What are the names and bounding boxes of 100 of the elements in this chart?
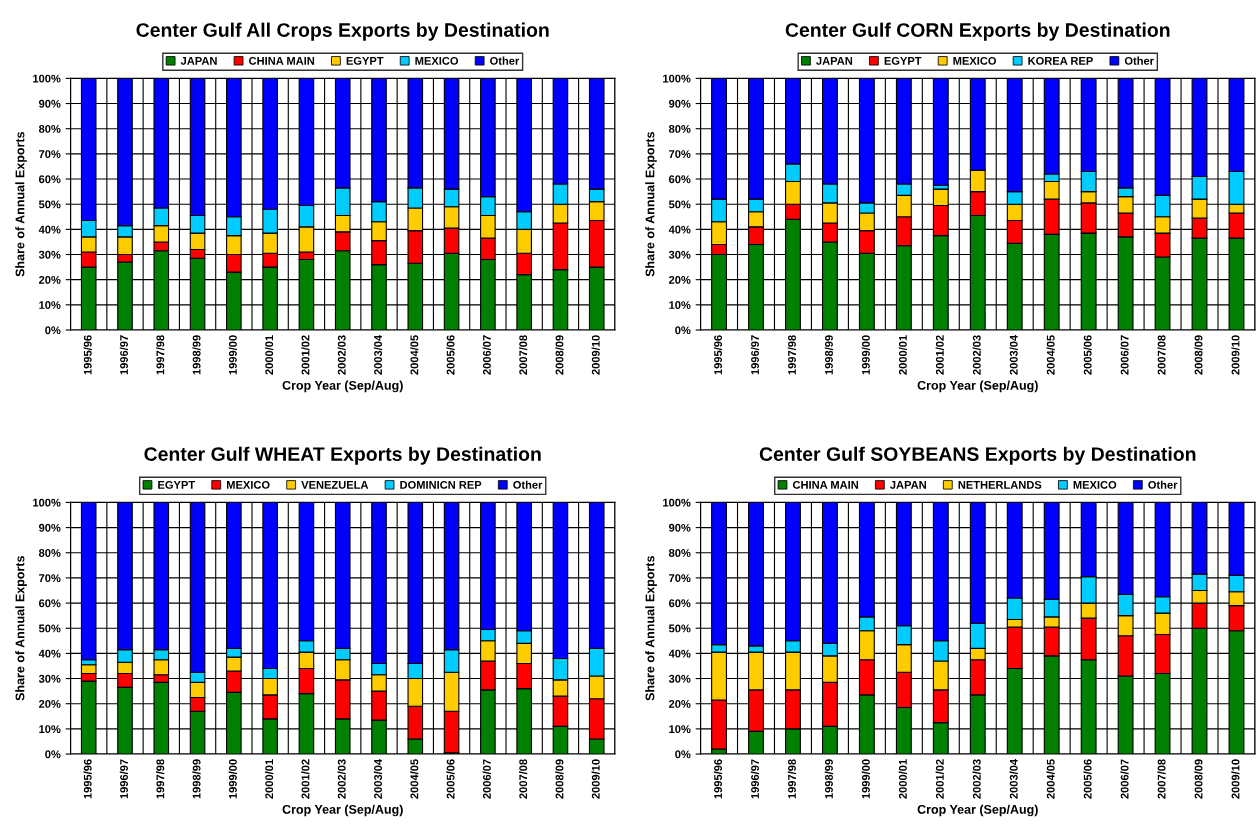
x-tick-label: 2002/03	[972, 335, 981, 375]
y-tick-label: 30%	[38, 674, 61, 683]
x-axis-title: Crop Year (Sep/Aug)	[917, 804, 1038, 817]
x-tick-label: 2005/06	[1083, 335, 1092, 375]
y-tick-label: 90%	[38, 99, 61, 108]
x-tick-label: 2008/09	[555, 759, 564, 799]
y-tick-label: 70%	[669, 574, 691, 583]
x-tick-label: 1996/97	[750, 759, 760, 799]
x-tick-label: 2003/04	[373, 334, 383, 375]
y-tick-label: 100%	[663, 74, 691, 83]
y-tick-label: 100%	[33, 74, 61, 83]
chart-title: Center Gulf CORN Exports by Destination	[785, 22, 1170, 41]
x-tick-label: 2000/01	[898, 335, 907, 375]
x-tick-label: 1996/97	[119, 759, 129, 799]
y-tick-label: 70%	[39, 574, 61, 583]
x-tick-label: 2003/04	[1009, 334, 1018, 375]
x-tick-label: 2008/09	[555, 335, 564, 375]
legend-label: DOMINICN REP	[400, 480, 482, 489]
y-tick-label: 30%	[668, 674, 691, 683]
y-tick-label: 20%	[668, 275, 691, 284]
y-tick-label: 70%	[669, 150, 691, 158]
y-axis-title: Share of Annual Exports	[645, 556, 657, 701]
x-tick-label: 2006/07	[1120, 759, 1129, 799]
legend-label: MEXICO	[953, 56, 997, 65]
y-tick-label: 60%	[669, 599, 691, 608]
y-tick-label: 40%	[38, 225, 61, 234]
legend-label: JAPAN	[180, 57, 217, 65]
legend-label: MEXICO	[415, 56, 459, 65]
x-tick-label: 2006/07	[482, 759, 491, 799]
x-tick-label: 2006/07	[482, 335, 491, 375]
x-tick-label: 2004/05	[410, 759, 419, 799]
y-tick-label: 20%	[38, 275, 61, 284]
chart-title: Center Gulf WHEAT Exports by Destination	[144, 446, 541, 465]
y-tick-label: 60%	[669, 175, 691, 184]
legend-label: EGYPT	[346, 56, 384, 65]
x-tick-label: 2001/02	[301, 759, 310, 799]
legend-label: Other	[490, 56, 520, 65]
y-axis-title: Share of Annual Exports	[15, 556, 27, 701]
y-tick-label: 10%	[669, 301, 691, 309]
y-tick-label: 100%	[33, 498, 61, 507]
x-tick-label: 2000/01	[898, 759, 907, 799]
x-tick-label: 1995/96	[713, 335, 723, 375]
x-tick-label: 2002/03	[337, 759, 346, 799]
y-tick-label: 90%	[668, 523, 691, 532]
x-tick-label: 1997/98	[787, 759, 797, 799]
x-axis-title: Crop Year (Sep/Aug)	[282, 804, 403, 817]
y-tick-label: 40%	[668, 225, 691, 234]
x-tick-label: 1996/97	[750, 335, 760, 375]
x-axis-title: Crop Year (Sep/Aug)	[282, 380, 403, 393]
y-axis-title: Share of Annual Exports	[645, 132, 657, 277]
legend-label: NETHERLANDS	[958, 480, 1042, 489]
x-tick-label: 1995/96	[83, 759, 92, 799]
y-tick-label: 40%	[38, 649, 61, 658]
x-tick-label: 2007/08	[518, 759, 528, 799]
legend-label: Other	[1124, 56, 1154, 65]
y-tick-label: 0%	[675, 326, 691, 335]
x-tick-label: 2005/06	[1083, 759, 1092, 799]
y-tick-label: 50%	[38, 200, 61, 209]
y-tick-label: 10%	[39, 725, 61, 734]
y-tick-label: 30%	[38, 250, 61, 259]
x-tick-label: 1998/99	[824, 335, 834, 375]
x-tick-label: 2004/05	[1046, 335, 1055, 375]
x-tick-label: 2005/06	[446, 759, 455, 799]
y-tick-label: 50%	[38, 624, 61, 633]
y-tick-label: 50%	[668, 200, 691, 209]
x-axis-title: Crop Year (Sep/Aug)	[917, 380, 1038, 393]
x-tick-label: 1995/96	[83, 335, 92, 375]
x-tick-label: 2009/10	[591, 335, 600, 375]
chart-title: Center Gulf SOYBEANS Exports by Destination	[759, 446, 1196, 465]
x-tick-label: 1998/99	[192, 759, 201, 799]
x-tick-label: 2000/01	[264, 335, 274, 375]
y-tick-label: 80%	[668, 549, 691, 557]
legend-label: CHINA MAIN	[792, 480, 858, 489]
x-tick-label: 2004/05	[410, 335, 419, 375]
x-tick-label: 1997/98	[156, 335, 165, 375]
legend-label: MEXICO	[1073, 480, 1117, 489]
x-tick-label: 2000/01	[264, 759, 274, 799]
x-tick-label: 1999/00	[861, 335, 870, 375]
y-tick-label: 60%	[39, 175, 61, 184]
x-tick-label: 2007/08	[1157, 335, 1166, 375]
x-tick-label: 2007/08	[518, 335, 528, 375]
x-tick-label: 2002/03	[337, 335, 346, 375]
x-tick-label: 2008/09	[1194, 759, 1203, 799]
x-tick-label: 1999/00	[228, 335, 237, 375]
y-tick-label: 70%	[39, 150, 61, 158]
y-tick-label: 10%	[669, 725, 691, 734]
y-tick-label: 90%	[668, 99, 691, 108]
y-tick-label: 30%	[668, 250, 691, 259]
x-tick-label: 2001/02	[301, 335, 310, 375]
x-tick-label: 2003/04	[1009, 758, 1018, 799]
y-tick-label: 20%	[668, 699, 691, 708]
x-tick-label: 2008/09	[1194, 335, 1203, 375]
x-tick-label: 1997/98	[787, 335, 797, 375]
x-tick-label: 2009/10	[1231, 759, 1240, 799]
x-tick-label: 1999/00	[861, 759, 870, 799]
x-tick-label: 1998/99	[192, 335, 201, 375]
legend-label: JAPAN	[816, 57, 853, 65]
x-tick-label: 2009/10	[1231, 335, 1240, 375]
legend-label: Other	[513, 480, 543, 489]
y-tick-label: 0%	[45, 750, 61, 759]
